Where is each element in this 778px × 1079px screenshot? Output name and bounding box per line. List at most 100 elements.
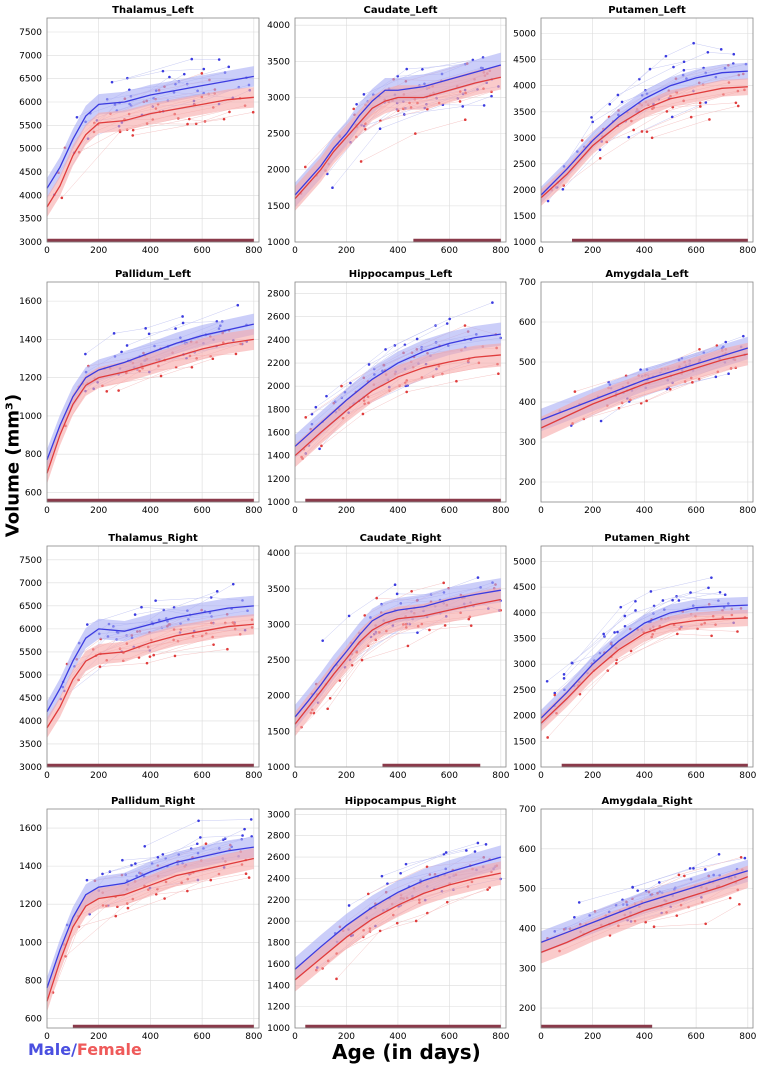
y-tick-label: 600 — [519, 318, 536, 328]
x-tick-label: 800 — [245, 1032, 262, 1042]
x-tick-label: 200 — [90, 506, 107, 516]
data-point — [406, 644, 410, 648]
plot-frame — [540, 545, 754, 768]
band-male — [47, 66, 254, 199]
line-male — [294, 856, 502, 970]
data-point — [140, 605, 143, 609]
data-point — [734, 101, 738, 105]
subject-trajectory — [326, 302, 493, 397]
plot-frame — [46, 281, 260, 503]
data-point — [458, 100, 462, 103]
data-point — [131, 134, 135, 137]
y-tick-label: 4500 — [513, 583, 536, 593]
data-point — [114, 914, 118, 918]
y-tick-label: 2500 — [513, 160, 536, 170]
data-point — [573, 915, 576, 919]
data-point — [187, 117, 191, 121]
y-tick-label: 3500 — [19, 740, 42, 750]
panel-putamen-right: Putamen_Right100015002000250030003500400… — [513, 533, 757, 781]
plot-frame — [46, 545, 260, 768]
data-point — [159, 374, 163, 378]
data-point — [247, 876, 251, 879]
data-point — [710, 634, 713, 638]
x-tick-label: 0 — [44, 246, 50, 256]
y-tick-label: 700 — [519, 805, 536, 815]
y-tick-label: 400 — [519, 398, 536, 408]
y-axis-label: Volume (mm³) — [2, 393, 24, 538]
data-point — [714, 375, 718, 379]
data-point — [204, 842, 208, 846]
data-point — [623, 614, 627, 618]
y-tick-label: 4500 — [19, 168, 42, 178]
subject-trajectory — [563, 106, 701, 186]
y-tick-label: 500 — [519, 358, 536, 368]
data-point — [580, 139, 584, 142]
y-tick-label: 6000 — [19, 98, 42, 108]
data-point — [380, 874, 384, 878]
y-tick-label: 1000 — [267, 498, 290, 508]
data-point — [689, 591, 692, 594]
data-point — [644, 920, 647, 924]
data-point — [222, 117, 226, 121]
data-point — [599, 419, 603, 423]
data-point — [393, 583, 397, 587]
data-point — [375, 596, 378, 600]
panel-caudate-left: Caudate_Left1000150020002500300035004000… — [267, 5, 510, 256]
data-point — [181, 321, 185, 325]
line-male — [46, 323, 254, 461]
data-point — [473, 850, 477, 853]
y-tick-label: 1600 — [267, 960, 290, 970]
y-tick-label: 7500 — [19, 556, 42, 566]
data-point — [640, 130, 644, 133]
data-point — [359, 160, 363, 163]
y-tick-label: 1600 — [267, 429, 290, 439]
data-point — [469, 624, 473, 627]
x-tick-label: 800 — [739, 771, 756, 781]
subject-trajectory — [127, 111, 254, 130]
data-point — [60, 196, 64, 200]
y-tick-label: 1400 — [19, 335, 42, 345]
x-tick-label: 0 — [44, 506, 50, 516]
data-point — [739, 855, 743, 859]
data-point — [85, 878, 89, 882]
data-point — [689, 115, 693, 119]
data-point — [304, 165, 307, 169]
y-tick-label: 2000 — [267, 166, 290, 176]
x-tick-label: 600 — [194, 506, 211, 516]
line-male — [540, 604, 748, 719]
y-tick-label: 3000 — [267, 810, 290, 820]
data-point — [234, 352, 238, 356]
x-tick-label: 200 — [584, 506, 601, 516]
line-female — [294, 76, 501, 200]
data-point — [676, 632, 679, 636]
data-point — [147, 332, 151, 336]
data-point — [331, 186, 334, 190]
x-tick-label: 800 — [492, 1032, 509, 1042]
x-tick-label: 600 — [688, 246, 705, 256]
data-point — [384, 348, 387, 351]
x-tick-label: 800 — [739, 506, 756, 516]
y-tick-label: 1200 — [267, 475, 290, 485]
data-point — [743, 856, 747, 860]
y-tick-label: 6500 — [19, 602, 42, 612]
data-point — [360, 658, 364, 662]
line-male — [540, 347, 749, 421]
line-female — [540, 876, 749, 953]
data-point — [182, 72, 186, 76]
y-tick-label: 1800 — [267, 939, 290, 949]
y-tick-label: 1400 — [19, 862, 42, 872]
y-tick-label: 3000 — [19, 763, 42, 773]
data-point — [186, 122, 189, 126]
data-point — [349, 381, 352, 385]
panel-amygdala-right: Amygdala_Right 200 300 400 500 600 700 0 200 400 6… — [519, 796, 757, 1042]
data-point — [652, 925, 656, 929]
y-tick-label: 3500 — [267, 57, 290, 67]
subject-trajectory — [336, 887, 490, 954]
x-tick-label: 600 — [194, 246, 211, 256]
x-tick-label: 600 — [688, 506, 705, 516]
y-tick-label: 3500 — [513, 635, 536, 645]
data-point — [212, 643, 215, 646]
data-point — [736, 630, 739, 633]
y-tick-label: 3500 — [19, 215, 42, 225]
subject-trajectory — [639, 42, 722, 80]
